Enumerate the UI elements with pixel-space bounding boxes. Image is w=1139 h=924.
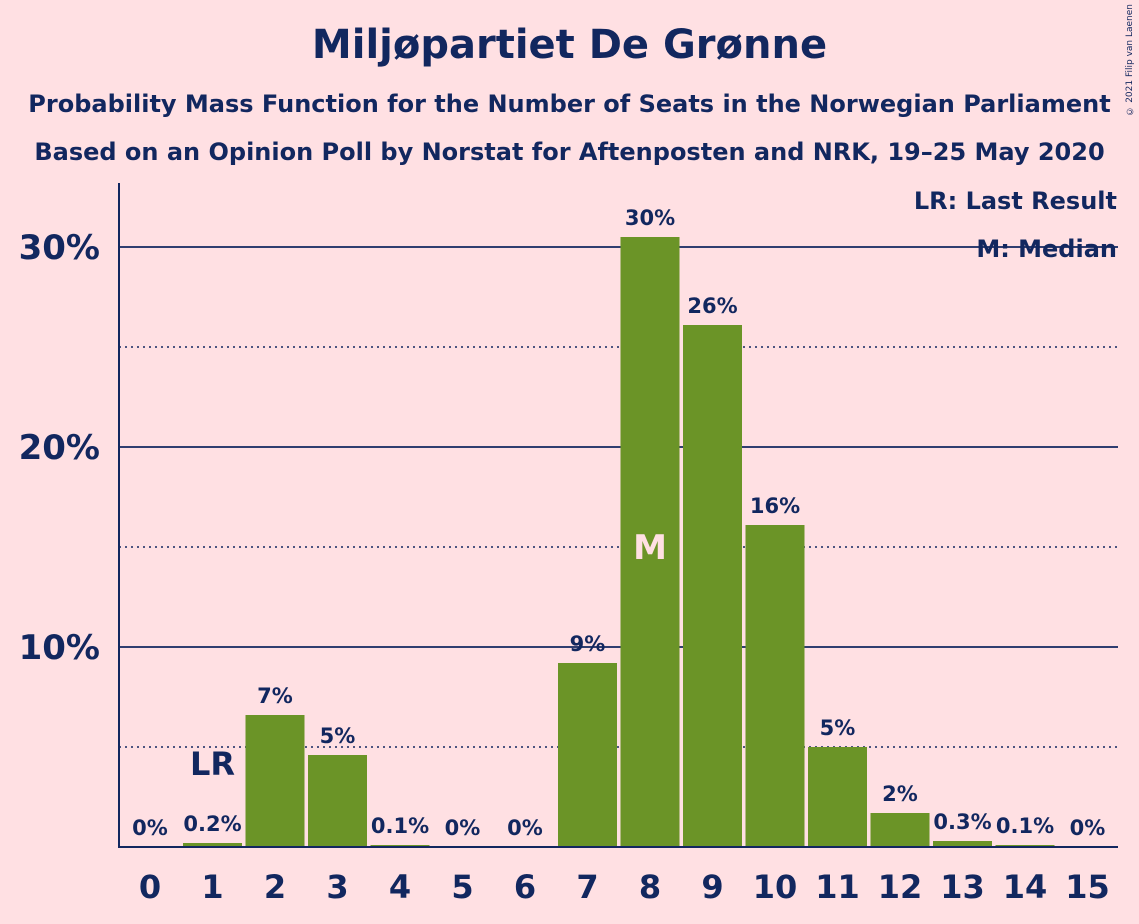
last-result-marker: LR bbox=[190, 745, 235, 783]
bar bbox=[620, 237, 680, 847]
median-marker: M bbox=[633, 528, 667, 568]
bar bbox=[870, 813, 930, 847]
x-tick-label: 8 bbox=[639, 868, 661, 906]
data-label: 0.3% bbox=[933, 810, 991, 834]
data-label: 2% bbox=[882, 782, 918, 806]
bar bbox=[683, 325, 742, 847]
chart-subtitle: Probability Mass Function for the Number… bbox=[28, 90, 1111, 118]
x-tick-label: 13 bbox=[940, 868, 985, 906]
bar bbox=[933, 841, 992, 847]
chart-source: Based on an Opinion Poll by Norstat for … bbox=[34, 138, 1105, 166]
data-label: 0% bbox=[507, 816, 543, 840]
bar bbox=[808, 747, 867, 847]
data-label: 0% bbox=[1070, 816, 1106, 840]
data-label: 7% bbox=[257, 684, 293, 708]
x-tick-label: 9 bbox=[701, 868, 723, 906]
y-tick-label: 30% bbox=[19, 228, 100, 268]
data-label: 9% bbox=[570, 632, 606, 656]
bar bbox=[308, 755, 367, 847]
x-tick-label: 4 bbox=[389, 868, 411, 906]
legend-last-result: LR: Last Result bbox=[914, 187, 1117, 215]
x-tick-label: 11 bbox=[815, 868, 860, 906]
data-label: 0% bbox=[445, 816, 481, 840]
x-tick-label: 14 bbox=[1003, 868, 1048, 906]
data-label: 5% bbox=[820, 716, 856, 740]
x-tick-label: 0 bbox=[139, 868, 161, 906]
bar bbox=[745, 525, 805, 847]
x-tick-label: 7 bbox=[576, 868, 598, 906]
data-label: 0.1% bbox=[996, 814, 1054, 838]
chart-title: Miljøpartiet De Grønne bbox=[311, 22, 828, 68]
data-label: 30% bbox=[625, 206, 675, 230]
bar bbox=[183, 843, 242, 847]
y-tick-label: 10% bbox=[19, 628, 100, 668]
x-tick-label: 2 bbox=[264, 868, 286, 906]
x-tick-label: 15 bbox=[1065, 868, 1110, 906]
data-label: 0.2% bbox=[183, 812, 241, 836]
data-label: 5% bbox=[320, 724, 356, 748]
data-label: 0.1% bbox=[371, 814, 429, 838]
x-tick-label: 5 bbox=[451, 868, 473, 906]
y-tick-label: 20% bbox=[19, 428, 100, 468]
bar bbox=[558, 663, 617, 847]
x-tick-label: 12 bbox=[878, 868, 923, 906]
x-tick-label: 1 bbox=[201, 868, 223, 906]
bar bbox=[245, 715, 305, 847]
data-label: 0% bbox=[132, 816, 168, 840]
x-tick-label: 6 bbox=[514, 868, 536, 906]
legend-median: M: Median bbox=[976, 235, 1117, 263]
data-label: 16% bbox=[750, 494, 800, 518]
x-tick-label: 3 bbox=[326, 868, 348, 906]
data-label: 26% bbox=[687, 294, 737, 318]
x-tick-label: 10 bbox=[753, 868, 798, 906]
